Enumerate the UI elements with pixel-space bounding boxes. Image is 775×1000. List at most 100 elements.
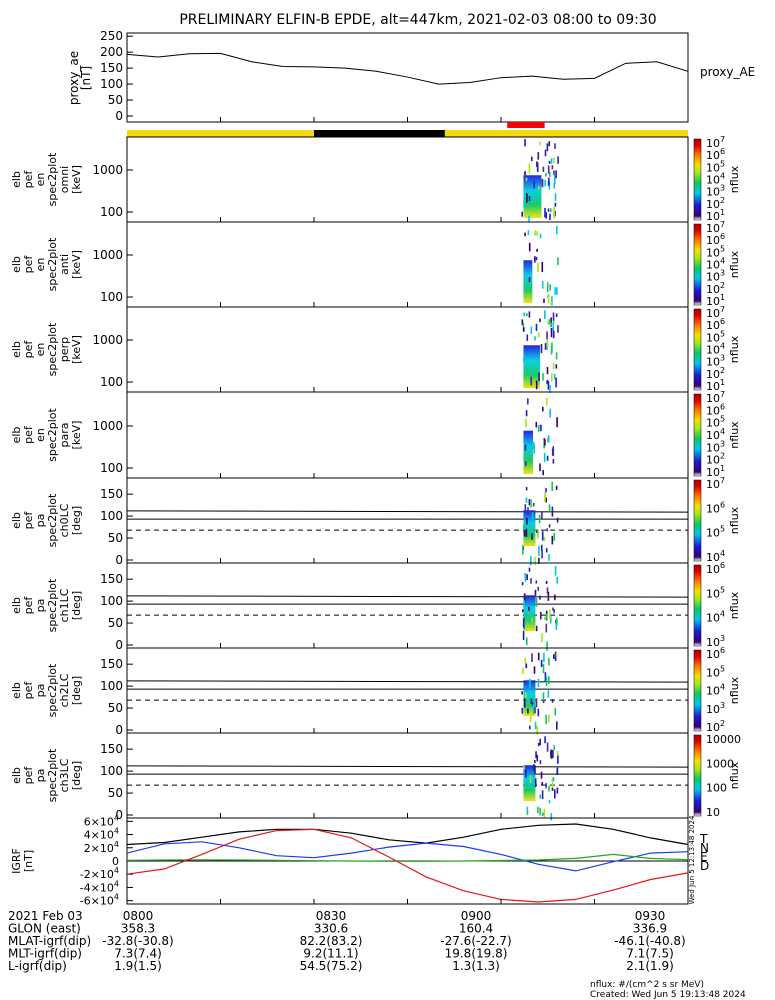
y-axis-label: en bbox=[34, 173, 47, 187]
spectrogram-pixel bbox=[554, 594, 556, 601]
y-tick-label: 100 bbox=[100, 290, 123, 304]
spectrogram-pixel bbox=[548, 554, 550, 562]
spectrogram-pixel bbox=[521, 211, 523, 217]
spectrogram-pixel bbox=[554, 287, 556, 295]
colorbar-tick-label: 102 bbox=[706, 719, 725, 734]
spectrogram-pixel bbox=[550, 158, 553, 164]
y-axis-label: spec2plot bbox=[46, 578, 59, 632]
y-axis-label: en bbox=[34, 428, 47, 442]
spectrogram-pixel bbox=[537, 652, 540, 661]
y-axis-label: spec2plot bbox=[46, 152, 59, 206]
spectrogram-pixel bbox=[530, 555, 532, 566]
side-timestamp: Wed Jun 5 12:13:48 2024 bbox=[688, 815, 696, 904]
spectrogram-pixel bbox=[523, 524, 525, 534]
y-axis-label: [keV] bbox=[70, 421, 83, 450]
spectrogram-pixel bbox=[552, 362, 555, 370]
spectrogram-pixel bbox=[554, 565, 557, 576]
y-tick-label: 0 bbox=[115, 553, 123, 567]
footer-value: 82.2(83.2) bbox=[300, 934, 363, 948]
loss-cone-line bbox=[126, 595, 689, 598]
sunlit-segment bbox=[127, 130, 314, 137]
spectrogram-pixel bbox=[542, 373, 544, 381]
footer-value: 330.6 bbox=[314, 922, 348, 936]
spectrogram-pixel bbox=[541, 790, 544, 800]
spectrogram-pixel bbox=[532, 502, 535, 507]
spectrogram-pixel bbox=[547, 380, 550, 390]
spectrogram-pixel bbox=[541, 531, 544, 541]
footer-value: 0830 bbox=[316, 909, 347, 923]
spectrogram-pixel bbox=[547, 208, 550, 212]
colorbar-tick-exponent: 6 bbox=[720, 232, 725, 241]
spectrogram-pixel bbox=[555, 653, 558, 657]
spectrogram-pixel bbox=[523, 327, 525, 332]
spectrogram-pixel bbox=[527, 230, 530, 236]
spectrogram-pixel bbox=[537, 708, 540, 717]
spectrogram-pixel bbox=[536, 231, 538, 236]
colorbar-tick-exponent: 3 bbox=[720, 354, 725, 363]
footer-row-label: MLAT-igrf(dip) bbox=[8, 934, 91, 948]
spectrogram-pixel bbox=[546, 587, 549, 594]
footer-value: 54.5(75.2) bbox=[300, 959, 363, 973]
colorbar-tick-exponent: 3 bbox=[720, 701, 725, 710]
footer-value: 7.1(7.5) bbox=[626, 947, 674, 961]
y-axis-label: elb bbox=[10, 171, 23, 188]
orbit-status-bar bbox=[127, 122, 688, 137]
spectrogram-pixel bbox=[526, 313, 528, 317]
colorbar-tick-exponent: 6 bbox=[720, 402, 725, 411]
y-axis-label: pa bbox=[34, 769, 47, 783]
spectrogram-pixel bbox=[539, 807, 541, 816]
pitch-angle-panel: 0 50 100 150 102 103 104 105 106 nflux elb pef pa spe… bbox=[10, 646, 741, 737]
spectrogram-pixel bbox=[552, 459, 555, 464]
spectrogram-pixel bbox=[544, 439, 546, 446]
spectrogram-pixel bbox=[555, 170, 557, 179]
spectrogram-pixel bbox=[534, 589, 537, 596]
spectrogram-pixel bbox=[525, 528, 528, 537]
colorbar-tick-exponent: 4 bbox=[720, 427, 725, 436]
footer-row-label: L-igrf(dip) bbox=[8, 959, 67, 973]
spectrogram-pixel bbox=[549, 609, 551, 619]
spectrogram-pixel bbox=[535, 421, 538, 428]
colorbar-tick-exponent: 6 bbox=[720, 147, 725, 156]
panel-frame bbox=[126, 221, 689, 308]
spectrogram-pixel bbox=[550, 749, 553, 759]
panel-frame bbox=[126, 306, 689, 393]
spectrogram-pixel bbox=[548, 160, 551, 164]
spectrogram-pixel bbox=[546, 143, 549, 152]
spectrogram-pixel bbox=[556, 517, 559, 523]
footer-value: 9.2(11.1) bbox=[303, 947, 358, 961]
y-axis-label: elb bbox=[10, 256, 23, 273]
colorbar-tick-exponent: 5 bbox=[720, 664, 725, 673]
colorbar-tick-exponent: 3 bbox=[720, 184, 725, 193]
spectrogram-pixel bbox=[550, 813, 553, 821]
spectrogram-pixel bbox=[551, 698, 554, 703]
spectrogram-pixel bbox=[531, 702, 534, 706]
spectrogram-pixel bbox=[548, 799, 551, 804]
spectrogram-pixel bbox=[545, 497, 547, 503]
proxy-ae-panel: 0 50 100 150 200 250 proxy_AE proxy_ae[nT] bbox=[67, 29, 755, 123]
spectrogram-pixel bbox=[540, 544, 543, 551]
spectrogram-pixel bbox=[538, 514, 541, 524]
spectrogram-pixel bbox=[537, 806, 539, 813]
colorbar-tick-exponent: 3 bbox=[720, 634, 725, 643]
panel-frame bbox=[126, 732, 689, 819]
spectrogram-pixel bbox=[536, 248, 538, 252]
spectrogram-pixel bbox=[522, 322, 525, 331]
colorbar-tick-exponent: 5 bbox=[720, 415, 725, 424]
y-tick-label: 200 bbox=[100, 45, 123, 59]
colorbar-tick-exponent: 6 bbox=[720, 317, 725, 326]
colorbar-tick-exponent: 6 bbox=[720, 646, 725, 655]
colorbar bbox=[693, 393, 702, 477]
spectrogram-pixel bbox=[523, 312, 525, 317]
spectrogram-pixel bbox=[524, 139, 526, 147]
colorbar-tick-label: 106 bbox=[706, 646, 725, 661]
spectrogram-pixel bbox=[540, 344, 543, 354]
spectrogram-pixel bbox=[545, 783, 547, 789]
y-axis-label: elb bbox=[10, 341, 23, 358]
y-axis-label: spec2plot bbox=[46, 493, 59, 547]
spectrogram-pixel bbox=[521, 707, 524, 714]
footer-value: -46.1(-40.8) bbox=[614, 934, 685, 948]
spectrogram-pixel bbox=[554, 202, 557, 207]
spectrogram-flux-patch bbox=[523, 430, 534, 474]
